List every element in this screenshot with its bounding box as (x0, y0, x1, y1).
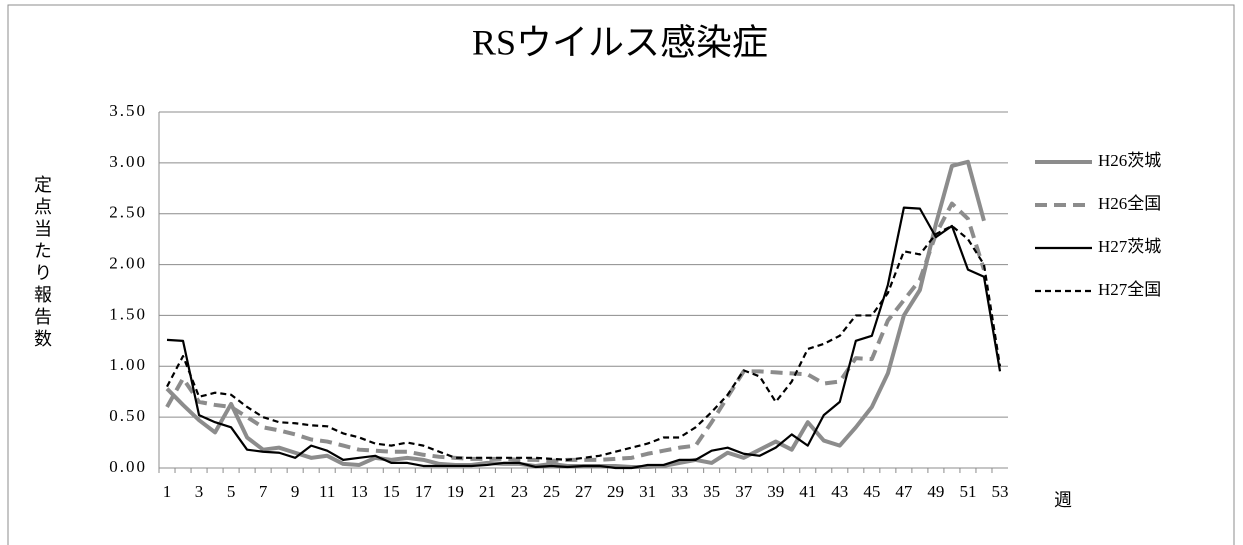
x-tick-label: 41 (799, 482, 816, 501)
x-tick-label: 31 (639, 482, 656, 501)
x-tick-label: 27 (575, 482, 593, 501)
x-tick-label: 13 (351, 482, 368, 501)
legend-label: H26全国 (1098, 194, 1161, 213)
x-tick-label: 39 (767, 482, 784, 501)
y-tick-label: 0.50 (109, 406, 147, 425)
y-tick-label: 0.00 (109, 457, 147, 476)
x-tick-label: 51 (959, 482, 976, 501)
y-tick-label: 1.00 (109, 355, 147, 374)
x-tick-label: 53 (991, 482, 1008, 501)
x-tick-label: 7 (259, 482, 268, 501)
legend-label: H27全国 (1098, 280, 1161, 299)
y-tick-label: 1.50 (109, 304, 147, 323)
chart-title: RSウイルス感染症 (472, 22, 768, 62)
x-tick-label: 35 (703, 482, 720, 501)
y-tick-label: 3.50 (109, 101, 147, 120)
x-axis-label: 週 (1054, 490, 1072, 510)
x-tick-label: 23 (511, 482, 528, 501)
chart-frame (7, 4, 1235, 545)
x-tick-label: 29 (607, 482, 624, 501)
x-tick-label: 25 (543, 482, 560, 501)
x-tick-label: 19 (447, 482, 464, 501)
series-line (166, 206, 1002, 470)
x-tick-label: 21 (479, 482, 496, 501)
series-line (166, 224, 1002, 461)
y-tick-label: 2.50 (109, 203, 147, 222)
x-tick-label: 11 (319, 482, 335, 501)
x-tick-label: 3 (195, 482, 204, 501)
y-axis-label: 定点当たり報告数 (32, 175, 52, 351)
x-tick-label: 33 (671, 482, 688, 501)
x-tick-label: 49 (927, 482, 944, 501)
x-tick-label: 17 (415, 482, 433, 501)
x-tick-label: 37 (735, 482, 753, 501)
y-tick-label: 3.00 (109, 152, 147, 171)
x-tick-label: 15 (383, 482, 400, 501)
x-tick-label: 43 (831, 482, 848, 501)
x-tick-label: 9 (291, 482, 300, 501)
x-tick-label: 5 (227, 482, 236, 501)
legend-label: H27茨城 (1098, 237, 1161, 256)
y-tick-label: 2.00 (109, 253, 147, 272)
x-tick-label: 1 (163, 482, 172, 501)
legend-label: H26茨城 (1098, 151, 1161, 170)
x-tick-label: 47 (895, 482, 913, 501)
x-tick-label: 45 (863, 482, 880, 501)
